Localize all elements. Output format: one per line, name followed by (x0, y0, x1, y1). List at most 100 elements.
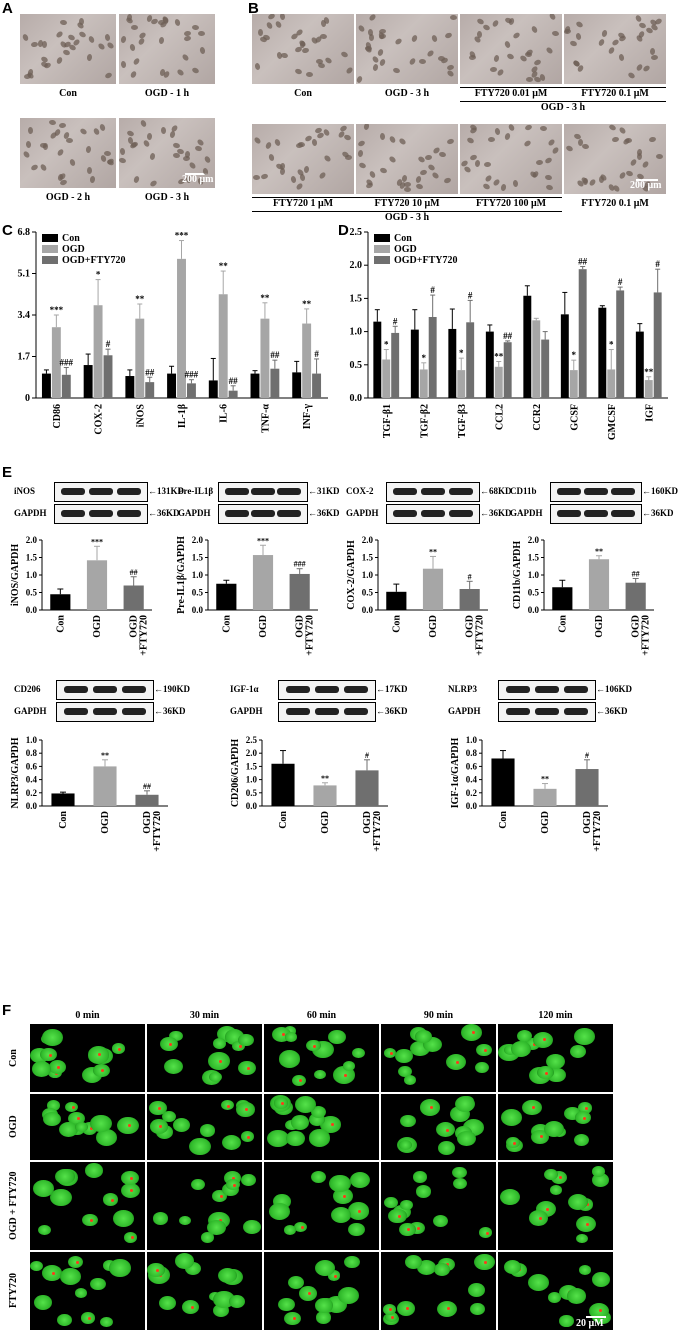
bar (270, 368, 280, 398)
y-axis-label: COX-2/GAPDH (346, 540, 357, 610)
protein-band (116, 488, 141, 495)
bar (252, 555, 274, 610)
protein-band (286, 686, 311, 693)
significance-mark: ## (143, 782, 151, 791)
cell (465, 136, 475, 145)
y-tick-label: 2.5 (350, 227, 363, 238)
x-tick-label: TNF-α (260, 404, 271, 433)
red-puncta (334, 1274, 338, 1278)
cell (58, 122, 66, 129)
significance-mark: ** (644, 367, 654, 377)
fluorescence-image (381, 1024, 496, 1092)
bar (386, 591, 407, 610)
cell (188, 1137, 211, 1156)
y-tick-label: 0.0 (246, 801, 258, 811)
y-tick-label: 1.5 (350, 293, 363, 304)
bar (457, 370, 466, 398)
protein-band (535, 686, 559, 693)
cell (599, 176, 605, 184)
cell (378, 58, 386, 67)
cell (278, 1297, 296, 1312)
x-tick-label: Con (221, 615, 232, 633)
blot-target-kd: ←190KD (154, 684, 190, 694)
cell (551, 145, 560, 155)
legend-label: Con (62, 233, 80, 244)
cell (467, 1283, 485, 1297)
red-puncta (405, 1307, 409, 1311)
y-tick-label: 0.6 (26, 761, 38, 771)
micrograph-a-con (20, 14, 116, 84)
cell (591, 1272, 610, 1288)
bar (616, 290, 625, 398)
cell (104, 33, 111, 42)
cell (148, 179, 158, 188)
plot-area: 0.0 0.2 0.4 0.6 0.8 1.0 NLRP3/GAPDH Con ** OGD ## O… (10, 735, 168, 852)
x-tick-label: +FTY720 (475, 615, 486, 656)
cell (569, 39, 579, 47)
cell (264, 141, 273, 150)
fluorescence-image (264, 1252, 379, 1330)
cell (573, 1133, 590, 1147)
cell (39, 163, 49, 173)
cell (531, 25, 539, 35)
bar (250, 373, 260, 398)
x-tick-label: +FTY720 (372, 811, 383, 852)
cell (543, 1120, 565, 1138)
cell (121, 1170, 140, 1186)
y-axis-label: Pre-IL1β/GAPDH (176, 536, 187, 614)
red-puncta (558, 1176, 562, 1180)
blot-target-label: IGF-1α (230, 684, 259, 694)
cell (449, 14, 458, 21)
cell (356, 74, 364, 84)
cell (636, 153, 642, 161)
cell (30, 41, 38, 48)
cell (546, 1054, 566, 1070)
cell (37, 1225, 51, 1236)
cell (131, 24, 139, 30)
x-tick-label: iNOS (135, 404, 146, 428)
plot-area: 0.0 0.5 1.0 1.5 2.0 Pre-IL1β/GAPDH Con *** OGD ##… (176, 535, 318, 656)
bar (382, 359, 391, 398)
cell (539, 125, 548, 132)
cell (21, 150, 31, 160)
bar (93, 305, 103, 398)
cell (169, 130, 176, 139)
cell (146, 132, 153, 140)
bar (532, 320, 541, 398)
red-puncta (130, 1236, 134, 1240)
red-puncta (71, 1106, 75, 1110)
blot-target-membrane (56, 680, 154, 700)
cell (220, 1100, 234, 1111)
cell (328, 1029, 347, 1045)
y-tick-label: 0.0 (362, 605, 374, 615)
cell (377, 48, 385, 57)
cell (503, 1044, 517, 1055)
scale-bar-label-b: 200 μm (630, 180, 662, 191)
cell (566, 1288, 586, 1304)
x-tick-label: OGD (295, 615, 306, 638)
blot-ref-kd: ←36KD (596, 706, 628, 716)
caption-b8: FTY720 0.1 μM (581, 198, 649, 209)
cell (89, 1114, 112, 1133)
blot-target-label: CD11b (510, 486, 537, 496)
bar (459, 589, 480, 610)
red-puncta (429, 1106, 433, 1110)
red-puncta (390, 1052, 394, 1056)
fluorescence-image (30, 1252, 145, 1330)
x-tick-label: OGD (258, 615, 269, 638)
cell (427, 163, 437, 172)
cell (85, 1163, 103, 1178)
cell (87, 34, 96, 44)
significance-mark: # (468, 290, 473, 300)
bar (491, 758, 515, 806)
red-puncta (344, 1073, 348, 1077)
significance-mark: # (585, 751, 589, 760)
cell (357, 23, 366, 33)
cell (311, 1171, 327, 1184)
red-puncta (583, 1116, 587, 1120)
cell (99, 123, 107, 132)
significance-mark: ** (219, 261, 229, 271)
protein-band (277, 510, 302, 517)
cell (342, 134, 352, 142)
cell (315, 1311, 332, 1324)
